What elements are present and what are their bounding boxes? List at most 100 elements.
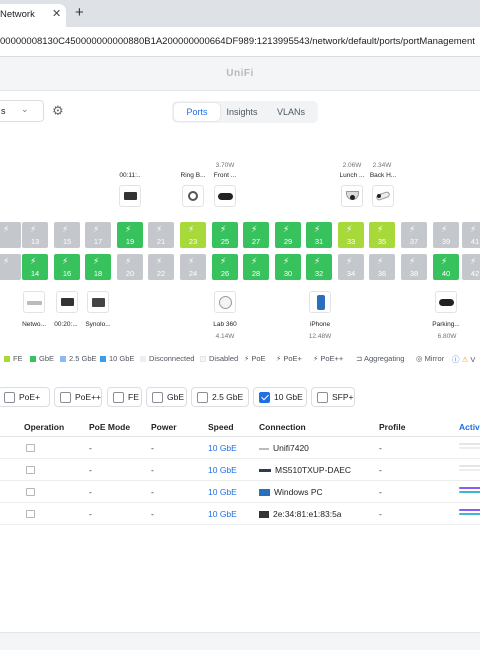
- port[interactable]: ⚡: [0, 222, 21, 248]
- filter-poe-plus[interactable]: PoE+: [0, 387, 50, 407]
- port[interactable]: ⚡ 39: [433, 222, 459, 248]
- page-footer: [0, 632, 480, 650]
- port[interactable]: ⚡ 38: [401, 254, 427, 280]
- doorbell-icon[interactable]: [182, 185, 204, 207]
- port[interactable]: ⚡ 41: [462, 222, 480, 248]
- col-poe-mode[interactable]: PoE Mode: [89, 422, 131, 432]
- col-power[interactable]: Power: [151, 422, 177, 432]
- port[interactable]: ⚡ 36: [369, 254, 395, 280]
- poe-mode: -: [89, 509, 92, 519]
- bolt-icon: ⚡: [276, 354, 284, 363]
- legend-mirror: Mirror: [424, 354, 445, 363]
- phone-icon[interactable]: [309, 291, 331, 313]
- power: -: [151, 465, 154, 475]
- ap-icon: [259, 447, 269, 450]
- legend-gbe: GbE: [39, 354, 55, 363]
- port[interactable]: ⚡ 35: [369, 222, 395, 248]
- connection[interactable]: MS510TXUP-DAEC: [275, 465, 352, 475]
- port[interactable]: ⚡ 24: [180, 254, 206, 280]
- col-connection[interactable]: Connection: [259, 422, 306, 432]
- port[interactable]: ⚡ 18: [85, 254, 111, 280]
- camera-icon[interactable]: [214, 185, 236, 207]
- connection[interactable]: 2e:34:81:e1:83:5a: [273, 509, 342, 519]
- port[interactable]: ⚡ 13: [22, 222, 48, 248]
- filter-poe-plus-plus[interactable]: PoE++: [54, 387, 102, 407]
- device-label: Synolo...: [85, 321, 111, 328]
- port[interactable]: ⚡ 30: [275, 254, 301, 280]
- port[interactable]: ⚡ 21: [148, 222, 174, 248]
- switch-icon[interactable]: [23, 291, 45, 313]
- device-label: 00:20:...: [54, 321, 78, 328]
- legend-warn: V: [470, 355, 476, 364]
- tab-ports[interactable]: Ports: [174, 103, 220, 121]
- laptop-icon[interactable]: [119, 185, 141, 207]
- port[interactable]: ⚡ 22: [148, 254, 174, 280]
- gear-icon[interactable]: ⚙: [52, 103, 64, 118]
- url-text[interactable]: 00000008130C450000000000880B1A2000000006…: [0, 36, 475, 47]
- col-speed[interactable]: Speed: [208, 422, 234, 432]
- filter-2-5gbe[interactable]: 2.5 GbE: [191, 387, 249, 407]
- browser-tab[interactable]: Network ✕: [0, 4, 66, 27]
- device-label: iPhone: [309, 321, 331, 328]
- filter-fe[interactable]: FE: [107, 387, 142, 407]
- port-legend: FE GbE 2.5 GbE 10 GbE Disconnected Disab…: [4, 354, 480, 366]
- connection[interactable]: Windows PC: [274, 487, 323, 497]
- laptop-icon[interactable]: [56, 291, 78, 313]
- port[interactable]: ⚡ 33: [338, 222, 364, 248]
- filter-gbe[interactable]: GbE: [146, 387, 187, 407]
- col-activity[interactable]: Activ: [459, 422, 480, 432]
- device-select[interactable]: s ⌄: [0, 100, 44, 122]
- camera-icon[interactable]: [435, 291, 457, 313]
- bullet-camera-icon[interactable]: [372, 185, 394, 207]
- col-operation[interactable]: Operation: [24, 422, 65, 432]
- tab-vlans[interactable]: VLANs: [276, 107, 305, 117]
- port[interactable]: ⚡ 40: [433, 254, 459, 280]
- table-row[interactable]: - - 10 GbE Unifi7420 -: [0, 437, 480, 459]
- port[interactable]: ⚡ 15: [54, 222, 80, 248]
- filter-sfp-plus[interactable]: SFP+: [311, 387, 355, 407]
- activity-bars: [459, 465, 480, 473]
- table-row[interactable]: - - 10 GbE 2e:34:81:e1:83:5a -: [0, 503, 480, 525]
- port-operation-icon: [26, 444, 35, 452]
- port[interactable]: ⚡ 31: [306, 222, 332, 248]
- pc-icon: [259, 489, 270, 497]
- dome-camera-icon[interactable]: [341, 185, 363, 207]
- port[interactable]: ⚡ 28: [243, 254, 269, 280]
- port[interactable]: ⚡ 17: [85, 222, 111, 248]
- close-icon[interactable]: ✕: [52, 8, 62, 20]
- table-row[interactable]: - - 10 GbE MS510TXUP-DAEC -: [0, 459, 480, 481]
- port[interactable]: ⚡ 14: [22, 254, 48, 280]
- port[interactable]: ⚡ 19: [117, 222, 143, 248]
- port[interactable]: ⚡ 23: [180, 222, 206, 248]
- port[interactable]: ⚡: [0, 254, 21, 280]
- warning-icon: ⚠: [461, 355, 471, 364]
- device-label: Lunch ...: [339, 172, 365, 179]
- port[interactable]: ⚡ 32: [306, 254, 332, 280]
- port[interactable]: ⚡ 16: [54, 254, 80, 280]
- port[interactable]: ⚡ 42: [462, 254, 480, 280]
- speed: 10 GbE: [208, 465, 237, 475]
- port[interactable]: ⚡ 27: [243, 222, 269, 248]
- power: -: [151, 443, 154, 453]
- brand-title: UniFi: [226, 68, 254, 79]
- device-watt: 4.14W: [215, 333, 235, 340]
- port[interactable]: ⚡ 37: [401, 222, 427, 248]
- port[interactable]: ⚡ 25: [212, 222, 238, 248]
- port[interactable]: ⚡ 26: [212, 254, 238, 280]
- bolt-icon: ⚡: [244, 354, 252, 363]
- port[interactable]: ⚡ 20: [117, 254, 143, 280]
- connection[interactable]: Unifi7420: [273, 443, 309, 453]
- port[interactable]: ⚡ 29: [275, 222, 301, 248]
- new-tab-button[interactable]: +: [75, 4, 84, 21]
- col-profile[interactable]: Profile: [379, 422, 406, 432]
- ap-icon[interactable]: [214, 291, 236, 313]
- table-row[interactable]: - - 10 GbE Windows PC -: [0, 481, 480, 503]
- filter-10gbe[interactable]: 10 GbE: [253, 387, 307, 407]
- legend-10gbe: 10 GbE: [109, 354, 135, 363]
- port[interactable]: ⚡ 34: [338, 254, 364, 280]
- port-operation-icon: [26, 488, 35, 496]
- nas-icon[interactable]: [87, 291, 109, 313]
- poe-mode: -: [89, 443, 92, 453]
- tab-insights[interactable]: Insights: [226, 107, 258, 117]
- address-bar[interactable]: 00000008130C450000000000880B1A2000000006…: [0, 27, 480, 57]
